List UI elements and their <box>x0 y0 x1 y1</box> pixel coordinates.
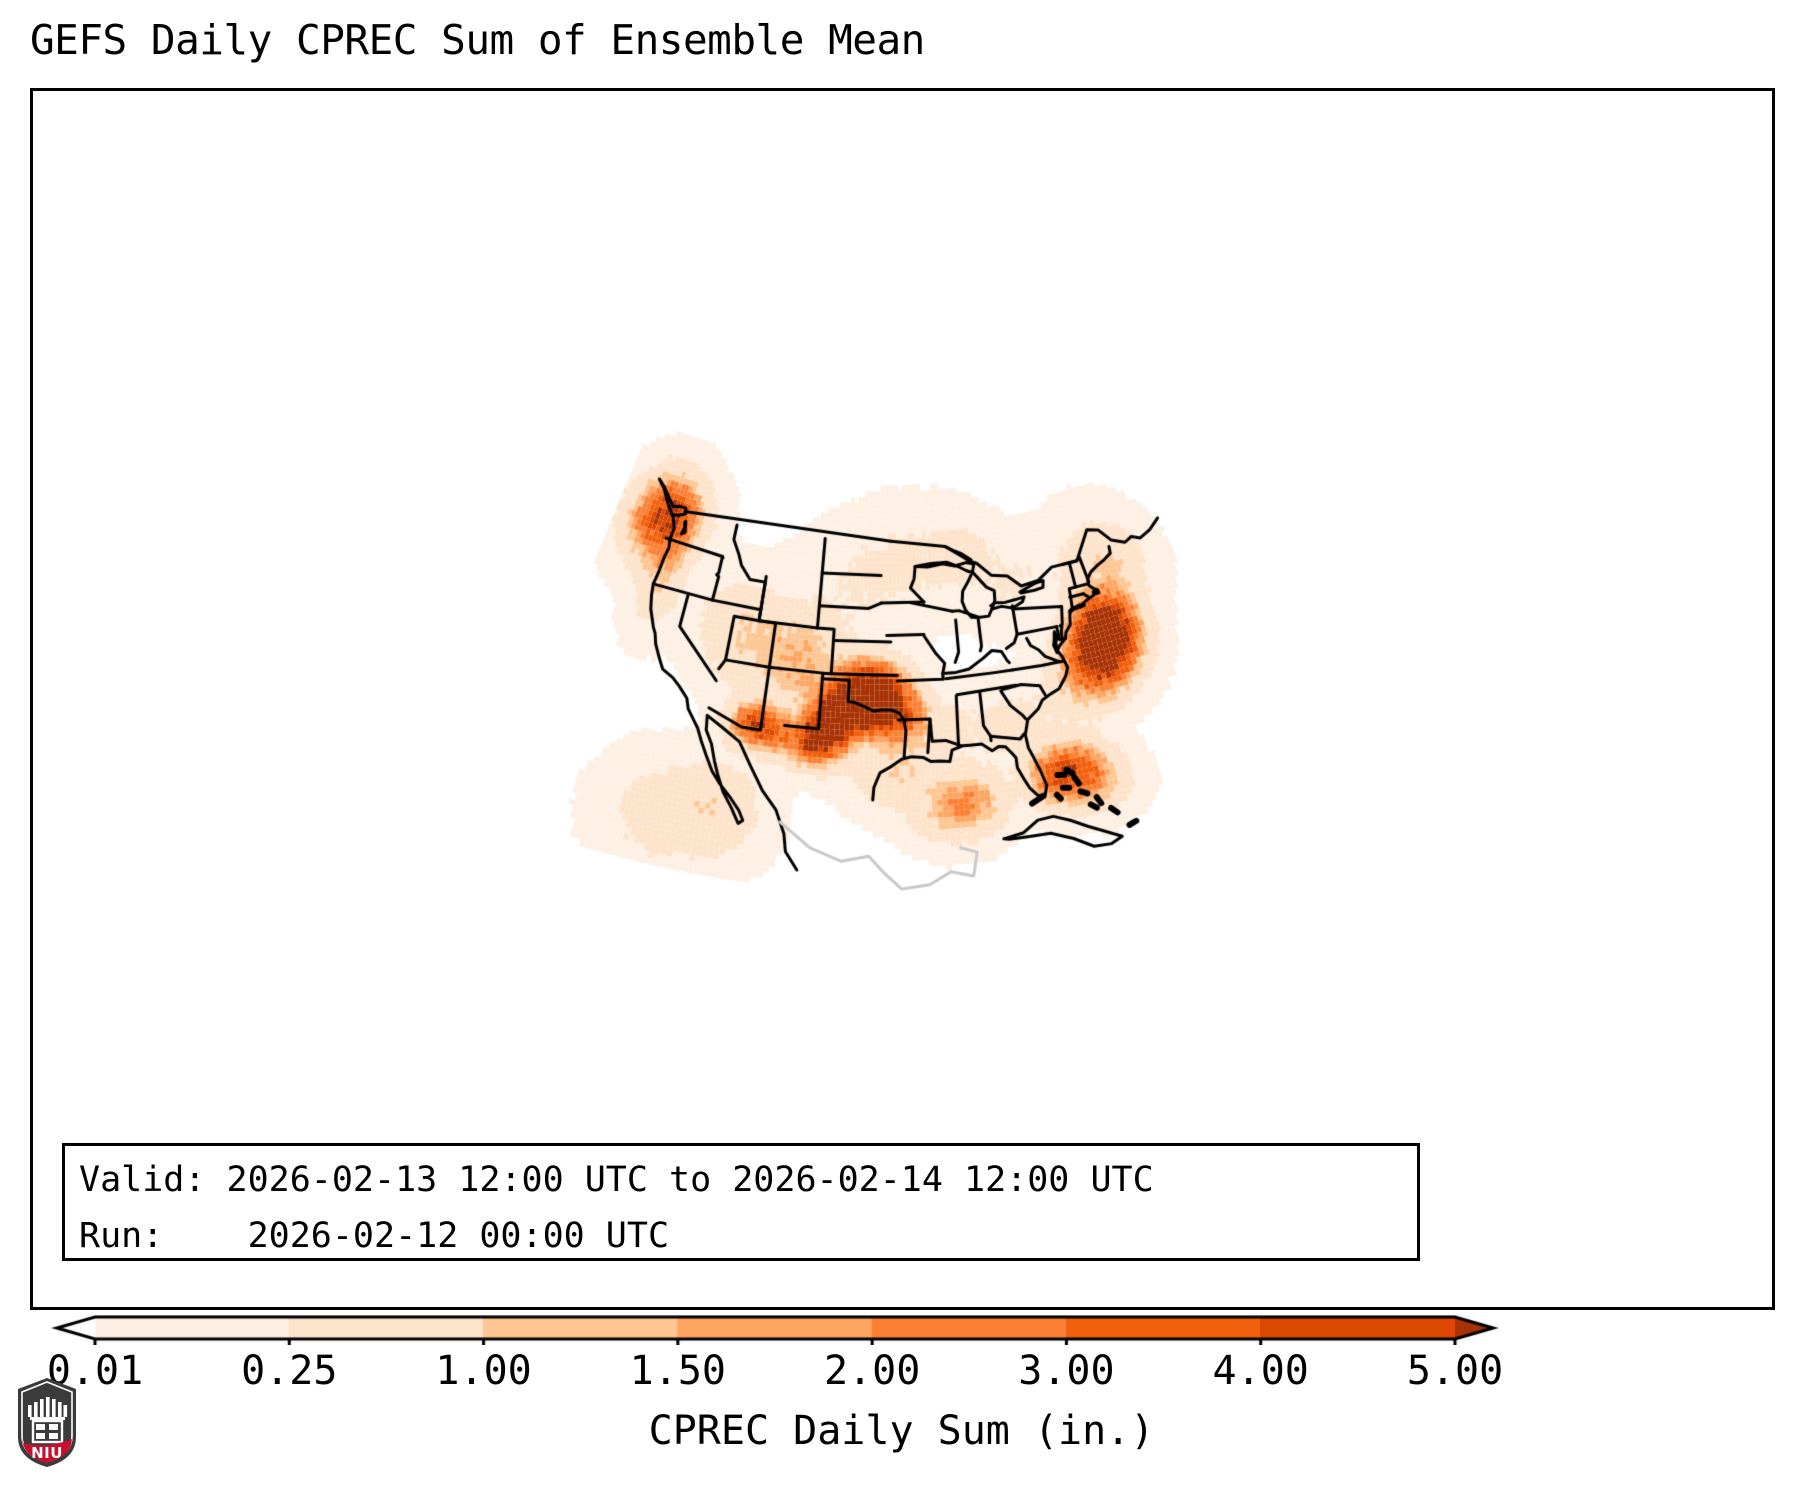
colorbar-tick-4: 2.00 <box>823 1348 921 1394</box>
colorbar-gradient <box>0 1315 1803 1345</box>
precipitation-heatmap <box>33 91 1772 1307</box>
valid-time-text: Valid: 2026-02-13 12:00 UTC to 2026-02-1… <box>79 1160 1154 1200</box>
colorbar-tick-3: 1.50 <box>629 1348 727 1394</box>
niu-logo-text: NIU <box>31 1444 63 1462</box>
colorbar-tick-1: 0.25 <box>241 1348 338 1394</box>
map-panel <box>30 88 1775 1310</box>
colorbar-tick-labels: 0.01 0.25 1.00 1.50 2.00 3.00 4.00 5.00 <box>0 1348 1803 1404</box>
colorbar-tick-6: 4.00 <box>1212 1348 1309 1394</box>
colorbar-tick-2: 1.00 <box>435 1348 532 1394</box>
forecast-info-box: Valid: 2026-02-13 12:00 UTC to 2026-02-1… <box>62 1143 1420 1261</box>
page-title: GEFS Daily CPREC Sum of Ensemble Mean <box>30 16 925 64</box>
colorbar-tick-5: 3.00 <box>1018 1348 1115 1394</box>
niu-logo: NIU <box>18 1378 76 1467</box>
colorbar-tick-7: 5.00 <box>1406 1348 1504 1394</box>
colorbar <box>0 1315 1803 1345</box>
run-time-text: Run: 2026-02-12 00:00 UTC <box>79 1216 670 1256</box>
colorbar-axis-label: CPREC Daily Sum (in.) <box>648 1408 1155 1454</box>
